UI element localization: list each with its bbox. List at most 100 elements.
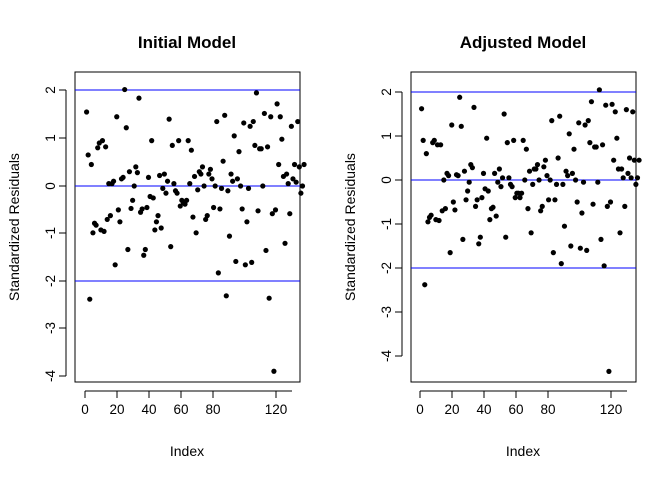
initial-model-point — [134, 170, 140, 176]
initial-model-point — [295, 118, 301, 125]
initial-model-point — [293, 179, 299, 185]
adjusted-model-y-tick-minus-3: -3 — [379, 306, 394, 318]
adjusted-model-point — [503, 234, 509, 240]
initial-model-point — [166, 116, 172, 122]
adjusted-model-x-tick-120: 120 — [600, 402, 623, 417]
adjusted-model-point — [461, 168, 468, 174]
initial-model-point — [249, 259, 255, 265]
initial-model-y-axis — [59, 89, 67, 377]
initial-model-point — [85, 152, 91, 158]
adjusted-model-point — [584, 247, 590, 253]
adjusted-model-point — [487, 217, 493, 223]
initial-model-point — [153, 219, 160, 225]
initial-model-point — [230, 178, 236, 184]
initial-model-point — [185, 138, 191, 144]
adjusted-model-point — [428, 212, 434, 218]
initial-model-point — [276, 161, 282, 168]
adjusted-model-point — [580, 179, 587, 185]
initial-model-point — [112, 262, 118, 268]
initial-model-point — [130, 197, 136, 203]
adjusted-model-point — [550, 250, 556, 256]
adjusted-model-point — [571, 146, 577, 152]
initial-model-y-tick-0: 0 — [43, 182, 58, 190]
initial-model-point — [298, 190, 304, 196]
initial-model-point — [206, 171, 212, 177]
adjusted-model-point — [582, 122, 588, 128]
adjusted-model-point — [545, 197, 552, 203]
initial-model-points — [83, 86, 307, 374]
initial-model-point — [212, 183, 218, 189]
initial-model-point — [144, 204, 150, 211]
adjusted-model-point — [569, 170, 576, 176]
adjusted-model-point — [447, 250, 453, 256]
adjusted-model-point — [423, 151, 429, 157]
adjusted-model-point — [458, 123, 464, 129]
initial-model-point — [217, 206, 223, 212]
adjusted-model-point — [614, 135, 620, 141]
adjusted-model-point — [442, 206, 448, 212]
initial-model-panel: Initial Model 0 20 40 60 80 120 Index — [6, 33, 307, 459]
initial-model-point — [90, 230, 96, 236]
initial-model-point — [187, 181, 193, 187]
adjusted-model-point — [431, 137, 437, 143]
adjusted-model-point — [492, 170, 498, 176]
initial-model-point — [236, 149, 242, 155]
initial-model-point — [174, 190, 180, 196]
initial-model-point — [274, 101, 280, 107]
initial-model-point — [228, 171, 234, 177]
adjusted-model-point — [480, 170, 487, 176]
adjusted-model-plot-frame — [410, 71, 637, 383]
adjusted-model-point — [450, 199, 456, 205]
adjusted-model-point — [509, 184, 515, 190]
adjusted-model-point — [593, 144, 599, 150]
adjusted-model-x-tick-60: 60 — [508, 402, 523, 417]
adjusted-model-point — [636, 157, 642, 163]
initial-model-point — [139, 206, 145, 212]
initial-model-point — [104, 216, 110, 223]
adjusted-model-point — [522, 177, 528, 183]
adjusted-model-point — [617, 230, 623, 236]
initial-model-point — [253, 90, 260, 96]
initial-model-point — [191, 173, 198, 180]
adjusted-model-point — [501, 111, 507, 117]
adjusted-model-point — [585, 118, 591, 124]
adjusted-model-point — [498, 184, 504, 190]
initial-model-point — [252, 142, 258, 149]
initial-model-point — [198, 171, 204, 177]
adjusted-model-point — [542, 157, 549, 163]
adjusted-model-point — [476, 241, 482, 247]
adjusted-model-point — [457, 94, 463, 100]
initial-model-point — [263, 247, 269, 254]
initial-model-point — [271, 368, 277, 374]
adjusted-model-point — [547, 177, 553, 183]
initial-model-point — [101, 228, 107, 234]
initial-model-point — [184, 197, 190, 203]
adjusted-model-point — [612, 109, 618, 115]
initial-model-point — [260, 183, 266, 189]
adjusted-model-y-tick-minus-2: -2 — [379, 262, 394, 274]
adjusted-model-point — [520, 137, 526, 143]
adjusted-model-point — [496, 166, 502, 172]
adjusted-model-point — [566, 131, 572, 137]
adjusted-model-point — [561, 223, 568, 229]
initial-model-point — [250, 118, 256, 125]
adjusted-model-point — [557, 113, 563, 119]
initial-model-point — [220, 158, 226, 164]
initial-model-point — [131, 183, 137, 189]
initial-model-point — [204, 213, 210, 219]
initial-model-point — [83, 109, 90, 115]
adjusted-model-x-tick-40: 40 — [476, 402, 491, 417]
initial-model-point — [103, 144, 109, 150]
adjusted-model-point — [425, 219, 431, 225]
adjusted-model-point — [533, 166, 539, 172]
adjusted-model-panel: Adjusted Model 0 20 40 60 80 120 Index — [342, 33, 642, 459]
adjusted-model-point — [599, 142, 606, 148]
adjusted-model-x-tick-20: 20 — [444, 402, 459, 417]
initial-model-point — [110, 178, 117, 184]
adjusted-model-y-tick-1: 1 — [379, 132, 394, 140]
adjusted-model-y-axis — [395, 91, 403, 357]
initial-model-point — [190, 214, 196, 220]
adjusted-model-point — [471, 104, 477, 110]
initial-model-point — [218, 185, 225, 191]
initial-model-point — [133, 164, 139, 170]
